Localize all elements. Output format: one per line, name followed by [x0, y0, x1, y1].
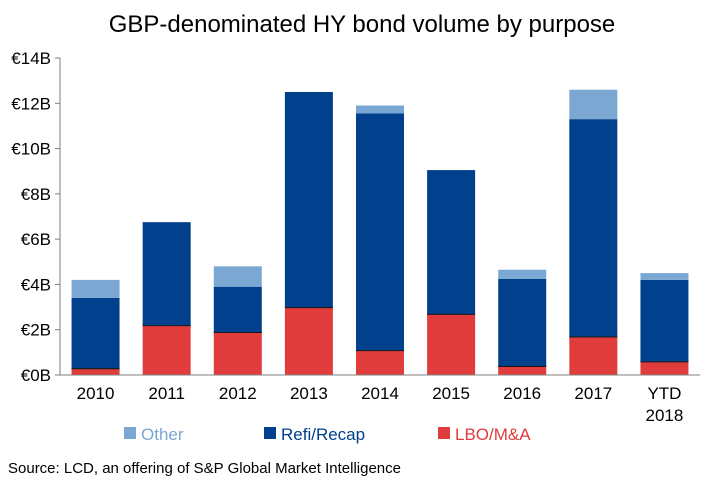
bar-segment [569, 89, 618, 120]
bar-segment [71, 279, 120, 299]
bar-segment [71, 298, 120, 369]
bar-segment [569, 119, 618, 337]
bar-segment [427, 313, 476, 375]
x-tick-label: 2011 [148, 384, 185, 403]
x-tick-label: 2015 [432, 384, 470, 403]
y-tick-label: €8B [21, 185, 51, 204]
bars [71, 89, 689, 375]
bar-segment [71, 368, 120, 375]
bar-segment [640, 361, 689, 375]
legend-label: Refi/Recap [281, 425, 365, 444]
legend-swatch [124, 427, 136, 439]
source-note: Source: LCD, an offering of S&P Global M… [8, 460, 401, 477]
x-tick-label: 2010 [77, 384, 115, 403]
y-axis: €0B €2B €4B €6B €8B €10B €12B €14B [11, 49, 61, 385]
y-tick-label: €4B [21, 275, 51, 294]
bar-segment [356, 105, 404, 114]
y-tick-label: €12B [11, 94, 51, 113]
y-tick-label: €6B [21, 230, 51, 249]
bar-segment [427, 170, 476, 314]
legend-swatch [264, 427, 276, 439]
y-tick-label: €10B [11, 140, 51, 159]
x-tick-label: 2014 [361, 384, 399, 403]
y-tick-label: €0B [21, 366, 51, 385]
x-tick-label: 2018 [646, 406, 684, 425]
x-tick-label: 2016 [503, 384, 541, 403]
x-axis: 2010 2011 2012 2013 2014 2015 2016 2017 YTD 2018 [60, 374, 700, 425]
bar-segment [356, 350, 404, 375]
x-tick-label: 2013 [290, 384, 328, 403]
x-tick-label: 2017 [574, 384, 612, 403]
bar-segment [142, 325, 191, 375]
chart-title: GBP-denominated HY bond volume by purpos… [109, 11, 616, 38]
bar-segment [640, 273, 689, 280]
x-tick-label: 2012 [219, 384, 257, 403]
bar-segment [569, 336, 618, 375]
bar-segment [640, 279, 689, 362]
y-tick-label: €14B [11, 49, 51, 68]
legend: Other Refi/Recap LBO/M&A [124, 425, 531, 444]
bar-segment [284, 91, 333, 308]
bar-segment [284, 307, 333, 375]
bar-segment [498, 365, 547, 375]
legend-swatch [438, 427, 450, 439]
bar-segment [213, 286, 262, 332]
bar-segment [213, 331, 262, 375]
legend-label: LBO/M&A [455, 425, 531, 444]
x-tick-label: YTD [647, 384, 681, 403]
bar-segment [213, 266, 262, 287]
bar-segment [356, 113, 404, 351]
bar-segment [498, 278, 547, 366]
bar-segment [498, 269, 547, 279]
y-tick-label: €2B [21, 321, 51, 340]
legend-label: Other [141, 425, 184, 444]
bar-segment [142, 222, 191, 326]
